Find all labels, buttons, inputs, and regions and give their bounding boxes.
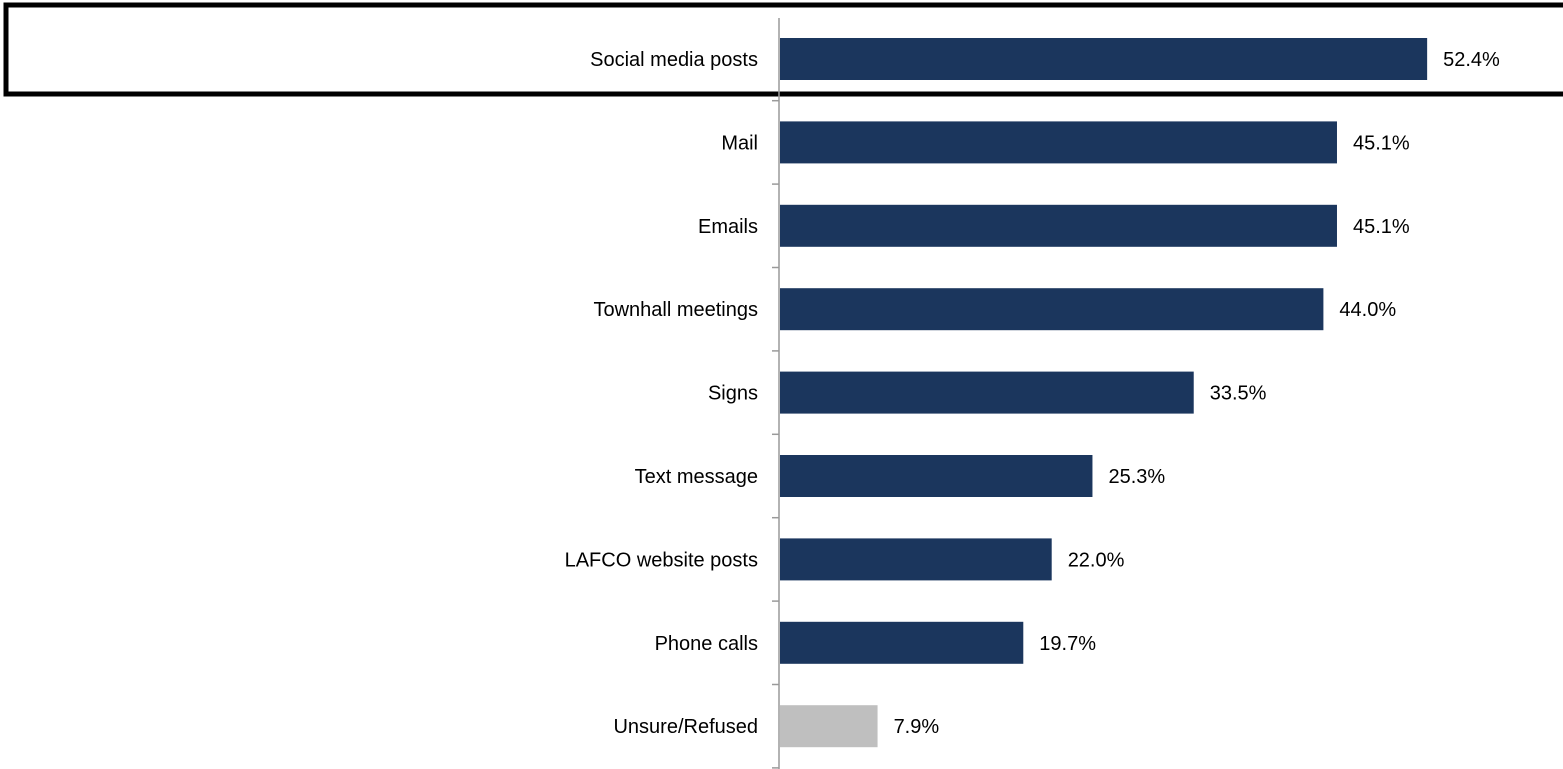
data-label: 33.5% xyxy=(1210,383,1267,405)
category-label: Text message xyxy=(635,466,758,488)
category-label: Social media posts xyxy=(590,49,758,71)
bar xyxy=(780,455,1093,497)
category-label: Signs xyxy=(708,383,758,405)
data-label: 22.0% xyxy=(1068,549,1125,571)
bar xyxy=(780,705,878,748)
bar xyxy=(780,621,1024,664)
data-label: 19.7% xyxy=(1039,633,1096,655)
bar xyxy=(780,204,1337,247)
data-label: 7.9% xyxy=(894,716,940,738)
category-label: Emails xyxy=(698,216,758,238)
highlight-box xyxy=(3,2,1563,97)
bar xyxy=(780,371,1194,414)
category-label: Unsure/Refused xyxy=(613,716,758,738)
data-label: 25.3% xyxy=(1108,466,1165,488)
bar xyxy=(780,38,1428,80)
category-label: Phone calls xyxy=(655,633,758,655)
data-label: 45.1% xyxy=(1353,132,1410,154)
category-label: Mail xyxy=(721,132,758,154)
bar xyxy=(780,538,1052,581)
bar xyxy=(780,121,1337,164)
data-label: 45.1% xyxy=(1353,216,1410,238)
data-label: 44.0% xyxy=(1339,299,1396,321)
category-label: Townhall meetings xyxy=(593,299,758,321)
category-label: LAFCO website posts xyxy=(565,549,758,571)
data-label: 52.4% xyxy=(1443,49,1500,71)
bar xyxy=(780,288,1324,331)
